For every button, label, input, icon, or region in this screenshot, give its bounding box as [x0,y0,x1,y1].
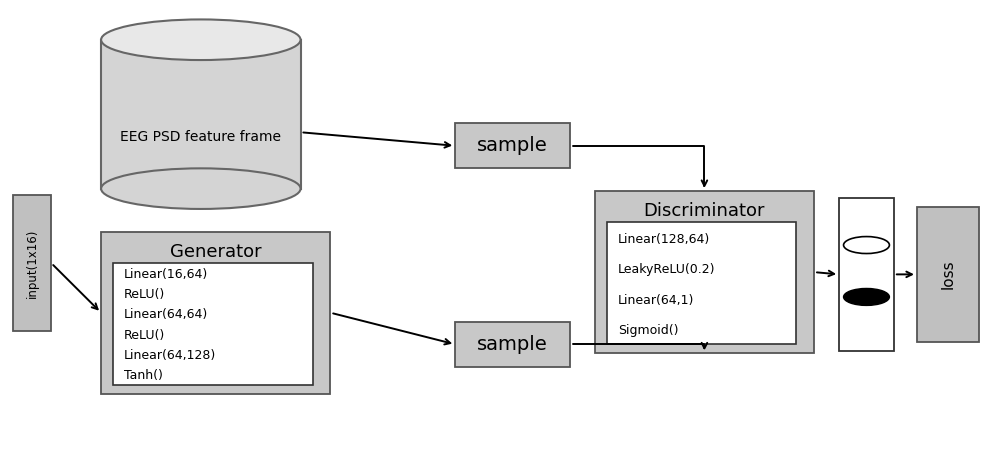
Text: sample: sample [477,136,548,155]
Text: Linear(128,64): Linear(128,64) [618,233,710,246]
Text: input(1x16): input(1x16) [26,228,39,298]
Text: Linear(64,64): Linear(64,64) [124,308,208,321]
Bar [113,263,313,385]
Bar [595,191,814,353]
Bar [101,232,330,394]
Text: Discriminator: Discriminator [644,202,765,220]
Ellipse shape [844,237,889,253]
Text: loss: loss [940,260,955,289]
Ellipse shape [101,168,301,209]
Text: Generator: Generator [170,243,262,261]
Bar [607,222,796,344]
Bar [13,195,51,331]
Text: Sigmoid(): Sigmoid() [618,324,678,337]
Ellipse shape [844,288,889,306]
Bar [917,207,979,342]
Ellipse shape [101,20,301,60]
Text: EEG PSD feature frame: EEG PSD feature frame [120,130,281,144]
Text: Linear(16,64): Linear(16,64) [124,268,208,281]
Text: Tanh(): Tanh() [124,369,163,382]
Text: sample: sample [477,335,548,354]
Bar [455,123,570,168]
Bar [839,197,894,351]
Text: ReLU(): ReLU() [124,288,165,301]
Bar [455,322,570,367]
Bar [101,40,301,189]
Text: LeakyReLU(0.2): LeakyReLU(0.2) [618,263,715,276]
Text: Linear(64,128): Linear(64,128) [124,349,216,362]
Text: ReLU(): ReLU() [124,329,165,342]
Text: Linear(64,1): Linear(64,1) [618,294,694,306]
